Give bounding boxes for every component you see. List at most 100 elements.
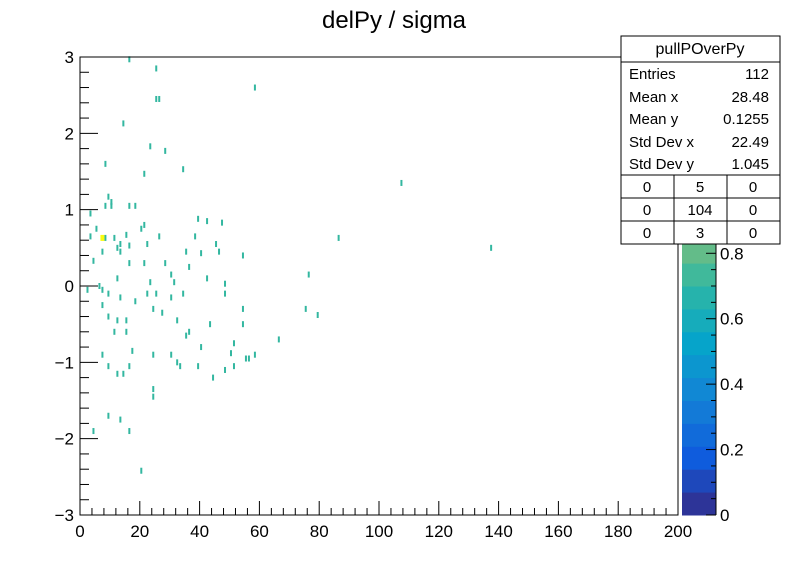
x-tick-label: 80 xyxy=(310,522,329,541)
palette-tick-label: 0.2 xyxy=(720,441,744,460)
x-tick-label: 60 xyxy=(250,522,269,541)
data-point xyxy=(400,179,403,186)
data-point xyxy=(152,393,155,400)
data-point-max xyxy=(100,234,105,241)
palette-band xyxy=(682,492,716,516)
stats-grid-cell: 0 xyxy=(749,225,757,242)
y-tick-label: 0 xyxy=(65,277,74,296)
data-point xyxy=(224,280,227,287)
y-tick-label: 3 xyxy=(65,48,74,67)
data-point xyxy=(179,363,182,370)
y-tick-label: −3 xyxy=(55,506,74,525)
data-point xyxy=(128,363,131,370)
stats-box-title: pullPOverPy xyxy=(656,41,745,58)
data-point xyxy=(113,234,116,241)
y-tick-label: 1 xyxy=(65,201,74,220)
x-tick-label: 160 xyxy=(544,522,572,541)
palette-band xyxy=(682,469,716,493)
data-point xyxy=(161,309,164,316)
data-point xyxy=(110,199,113,206)
stats-grid-cell: 3 xyxy=(696,225,704,242)
stats-mean-x-label: Mean x xyxy=(629,89,679,106)
data-point xyxy=(86,286,89,293)
data-point xyxy=(146,241,149,248)
data-point xyxy=(143,221,146,228)
data-point xyxy=(176,317,179,324)
stats-stddev-y-label: Std Dev y xyxy=(629,156,695,173)
data-point xyxy=(232,363,235,370)
x-tick-label: 40 xyxy=(190,522,209,541)
stats-grid-cell: 5 xyxy=(696,179,704,196)
data-point xyxy=(128,260,131,267)
stats-grid-cell: 0 xyxy=(643,179,651,196)
stats-grid-cell: 0 xyxy=(749,179,757,196)
palette-band xyxy=(682,354,716,379)
stats-grid-cell: 0 xyxy=(643,202,651,219)
data-point xyxy=(253,84,256,91)
data-point xyxy=(107,313,110,320)
x-tick-label: 140 xyxy=(484,522,512,541)
data-point xyxy=(155,290,158,297)
data-point xyxy=(241,252,244,259)
data-point xyxy=(206,218,209,225)
data-point xyxy=(92,428,95,435)
data-point xyxy=(128,428,131,435)
plot-frame xyxy=(79,56,679,516)
data-point xyxy=(149,143,152,150)
data-point xyxy=(119,248,122,255)
data-point xyxy=(200,250,203,257)
data-point xyxy=(170,271,173,278)
data-point xyxy=(164,260,167,267)
data-point xyxy=(116,244,119,251)
data-point xyxy=(107,363,110,370)
data-point xyxy=(188,263,191,270)
y-tick-label: −1 xyxy=(55,353,74,372)
data-point xyxy=(224,366,227,373)
x-tick-label: 0 xyxy=(75,522,84,541)
data-point xyxy=(152,386,155,393)
data-point xyxy=(221,219,224,226)
data-point xyxy=(185,248,188,255)
data-point xyxy=(140,467,143,474)
stats-mean-y-value: 0.1255 xyxy=(723,111,769,128)
stats-entries-label: Entries xyxy=(629,66,676,83)
data-point xyxy=(200,344,203,351)
data-point xyxy=(107,193,110,200)
data-point xyxy=(104,202,107,209)
data-point xyxy=(125,317,128,324)
stats-stddev-y-value: 1.045 xyxy=(731,156,769,173)
data-point xyxy=(170,294,173,301)
stats-mean-y-label: Mean y xyxy=(629,111,679,128)
data-point xyxy=(107,412,110,419)
data-point xyxy=(209,321,212,328)
data-point xyxy=(224,290,227,297)
data-point xyxy=(92,257,95,264)
data-point xyxy=(304,305,307,312)
data-point xyxy=(128,202,131,209)
data-point xyxy=(131,347,134,354)
data-point xyxy=(107,290,110,297)
data-point xyxy=(307,271,310,278)
data-point xyxy=(116,275,119,282)
data-point xyxy=(143,260,146,267)
data-point xyxy=(212,374,215,381)
stats-stddev-x-value: 22.49 xyxy=(731,134,769,151)
x-tick-label: 100 xyxy=(365,522,393,541)
data-point xyxy=(197,363,200,370)
data-point xyxy=(119,294,122,301)
data-point xyxy=(197,215,200,222)
data-point xyxy=(143,170,146,177)
y-tick-label: −2 xyxy=(55,430,74,449)
palette-band xyxy=(682,377,716,401)
data-point xyxy=(215,241,218,248)
y-axis: −3 −2 −1 0 1 2 3 xyxy=(55,48,98,525)
data-point xyxy=(119,241,122,248)
data-point xyxy=(232,340,235,347)
data-point xyxy=(229,350,232,357)
data-point xyxy=(134,202,137,209)
data-point xyxy=(253,351,256,358)
data-point xyxy=(241,305,244,312)
data-point xyxy=(98,283,101,289)
data-point xyxy=(104,234,107,241)
